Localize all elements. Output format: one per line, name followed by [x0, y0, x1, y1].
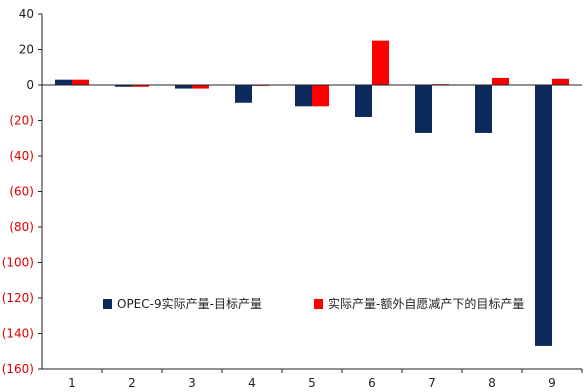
x-tick-label: 4 — [248, 376, 256, 390]
y-tick-label: 20 — [19, 43, 34, 57]
legend: OPEC-9实际产量-目标产量 实际产量-额外自愿减产下的目标产量 — [103, 296, 524, 311]
x-axis-ticks: 1 2 3 4 5 6 7 8 9 — [68, 369, 583, 390]
bar-series1-cat8 — [475, 85, 492, 133]
bar-series2-cat5 — [312, 85, 329, 107]
bar-series1-cat1 — [55, 79, 72, 85]
bar-series2-cat6 — [372, 40, 389, 85]
y-tick-label: (160) — [2, 362, 34, 376]
bar-series2-cat8 — [492, 77, 509, 85]
bar-series2-cat1 — [72, 79, 89, 85]
y-tick-label: (100) — [2, 256, 34, 270]
bar-series1-cat6 — [355, 85, 372, 117]
legend-label-voluntary-cut: 实际产量-额外自愿减产下的目标产量 — [328, 296, 524, 311]
x-tick-label: 1 — [68, 376, 76, 390]
y-tick-label: (20) — [9, 114, 34, 128]
bar-series1-cat5 — [295, 85, 312, 107]
bar-series1-cat2 — [115, 85, 132, 87]
x-tick-label: 9 — [548, 376, 556, 390]
bar-series2-cat3 — [192, 85, 209, 89]
bar-series2-cat9 — [552, 78, 569, 85]
y-tick-label: 40 — [19, 7, 34, 21]
bars — [55, 40, 569, 346]
x-tick-label: 2 — [128, 376, 136, 390]
x-tick-label: 6 — [368, 376, 376, 390]
y-tick-label: (60) — [9, 185, 34, 199]
legend-swatch-opec9 — [103, 299, 112, 309]
y-tick-label: 0 — [26, 78, 34, 92]
legend-swatch-voluntary-cut — [314, 299, 323, 309]
y-tick-label: (40) — [9, 149, 34, 163]
y-tick-label: (120) — [2, 291, 34, 305]
x-tick-label: 3 — [188, 376, 196, 390]
legend-label-opec9: OPEC-9实际产量-目标产量 — [117, 296, 262, 311]
bar-series1-cat3 — [175, 85, 192, 89]
x-tick-label: 8 — [488, 376, 496, 390]
y-tick-label: (80) — [9, 220, 34, 234]
bar-series1-cat7 — [415, 85, 432, 133]
y-tick-label: (140) — [2, 327, 34, 341]
bar-series1-cat9 — [535, 85, 552, 346]
bar-series2-cat2 — [132, 85, 149, 87]
x-tick-label: 7 — [428, 376, 436, 390]
y-axis-ticks: 40 20 0 (20) (40) (60) (80) (100) (120) (140) (160… — [2, 7, 42, 376]
bar-series1-cat4 — [235, 85, 252, 103]
x-tick-label: 5 — [308, 376, 316, 390]
